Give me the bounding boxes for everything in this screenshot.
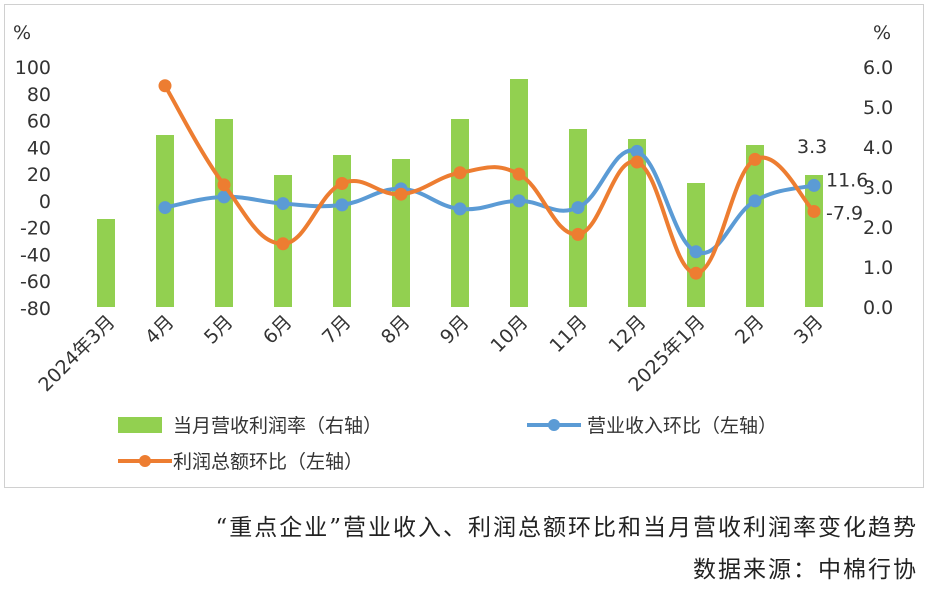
x-axis-tick: 2024年3月	[34, 311, 119, 396]
series-point	[276, 197, 290, 211]
bar	[805, 175, 823, 307]
series-point	[394, 187, 408, 201]
data-label: 11.6	[826, 169, 868, 191]
series-point	[217, 190, 231, 204]
bar	[215, 119, 233, 307]
left-axis-tick: -20	[20, 218, 51, 240]
left-axis-tick: 60	[27, 111, 51, 133]
data-source: 数据来源：中棉行协	[693, 557, 918, 583]
left-axis-tick: 40	[27, 137, 51, 159]
bar	[333, 155, 351, 307]
chart-frame: % % 100 80 60 40 20 0 -20 -40 -60 -80 6.0 5.0 4.0 3.…	[4, 4, 924, 488]
x-axis-tick: 6月	[259, 311, 297, 349]
bar	[392, 159, 410, 307]
right-axis-tick: 2.0	[863, 217, 893, 239]
x-axis-tick: 11月	[545, 311, 591, 357]
bar	[569, 129, 587, 307]
left-axis-unit: %	[13, 22, 31, 44]
left-axis-tick: 100	[15, 57, 51, 79]
series-point	[158, 201, 172, 215]
series-point	[276, 237, 290, 251]
bar	[746, 145, 764, 307]
bar	[628, 139, 646, 307]
legend-label-profit-margin: 当月营收利润率（右轴）	[173, 415, 382, 437]
x-axis-tick: 2月	[731, 311, 769, 349]
series-point	[748, 152, 762, 166]
data-label: 3.3	[797, 136, 827, 158]
series-line	[163, 83, 816, 276]
x-axis-tick: 7月	[318, 311, 356, 349]
chart-caption: “重点企业”营业收入、利润总额环比和当月营收利润率变化趋势	[215, 515, 918, 541]
left-axis-tick: -80	[20, 298, 51, 320]
combo-chart: % % 100 80 60 40 20 0 -20 -40 -60 -80 6.0 5.0 4.0 3.…	[13, 22, 893, 473]
series-point	[453, 166, 467, 180]
series-point	[630, 144, 644, 158]
right-axis-tick: 6.0	[863, 57, 893, 79]
x-axis-tick: 4月	[141, 311, 179, 349]
x-axis-tick: 12月	[604, 311, 650, 357]
series-point	[807, 178, 821, 192]
legend-label-profit-mom: 利润总额环比（左轴）	[173, 451, 363, 473]
series-point	[512, 194, 526, 208]
legend-label-revenue-mom: 营业收入环比（左轴）	[587, 415, 777, 437]
x-axis-tick: 8月	[377, 311, 415, 349]
left-axis-tick: 80	[27, 84, 51, 106]
series-point	[158, 79, 172, 93]
right-axis-tick: 3.0	[863, 177, 893, 199]
left-axis-tick: 20	[27, 164, 51, 186]
right-axis-tick: 1.0	[863, 257, 893, 279]
legend-swatch-profit-margin	[118, 417, 162, 433]
series-point	[571, 201, 585, 215]
right-axis-tick: 5.0	[863, 97, 893, 119]
x-axis-tick: 3月	[790, 311, 828, 349]
bar	[156, 135, 174, 307]
data-label: -7.9	[826, 202, 863, 224]
x-axis-tick: 5月	[200, 311, 238, 349]
series-point	[217, 178, 231, 192]
left-axis-tick: 0	[39, 191, 51, 213]
series-point	[689, 266, 703, 280]
series-point	[748, 194, 762, 208]
bar	[97, 219, 115, 307]
series-point	[335, 176, 349, 190]
series-point	[335, 198, 349, 212]
right-axis-unit: %	[873, 22, 891, 44]
left-axis-tick: -60	[20, 271, 51, 293]
x-axis-tick: 10月	[486, 311, 532, 357]
series-point	[571, 227, 585, 241]
bar	[510, 79, 528, 307]
series-point	[453, 202, 467, 216]
left-axis-tick: -40	[20, 244, 51, 266]
series-point	[630, 155, 644, 169]
series-point	[689, 245, 703, 259]
series-point	[512, 167, 526, 181]
legend-marker-profit-mom	[139, 455, 151, 467]
right-axis-tick: 0.0	[863, 297, 893, 319]
legend-marker-revenue-mom	[548, 419, 560, 431]
x-axis-tick: 9月	[436, 311, 474, 349]
right-axis-tick: 4.0	[863, 137, 893, 159]
series-point	[807, 204, 821, 218]
